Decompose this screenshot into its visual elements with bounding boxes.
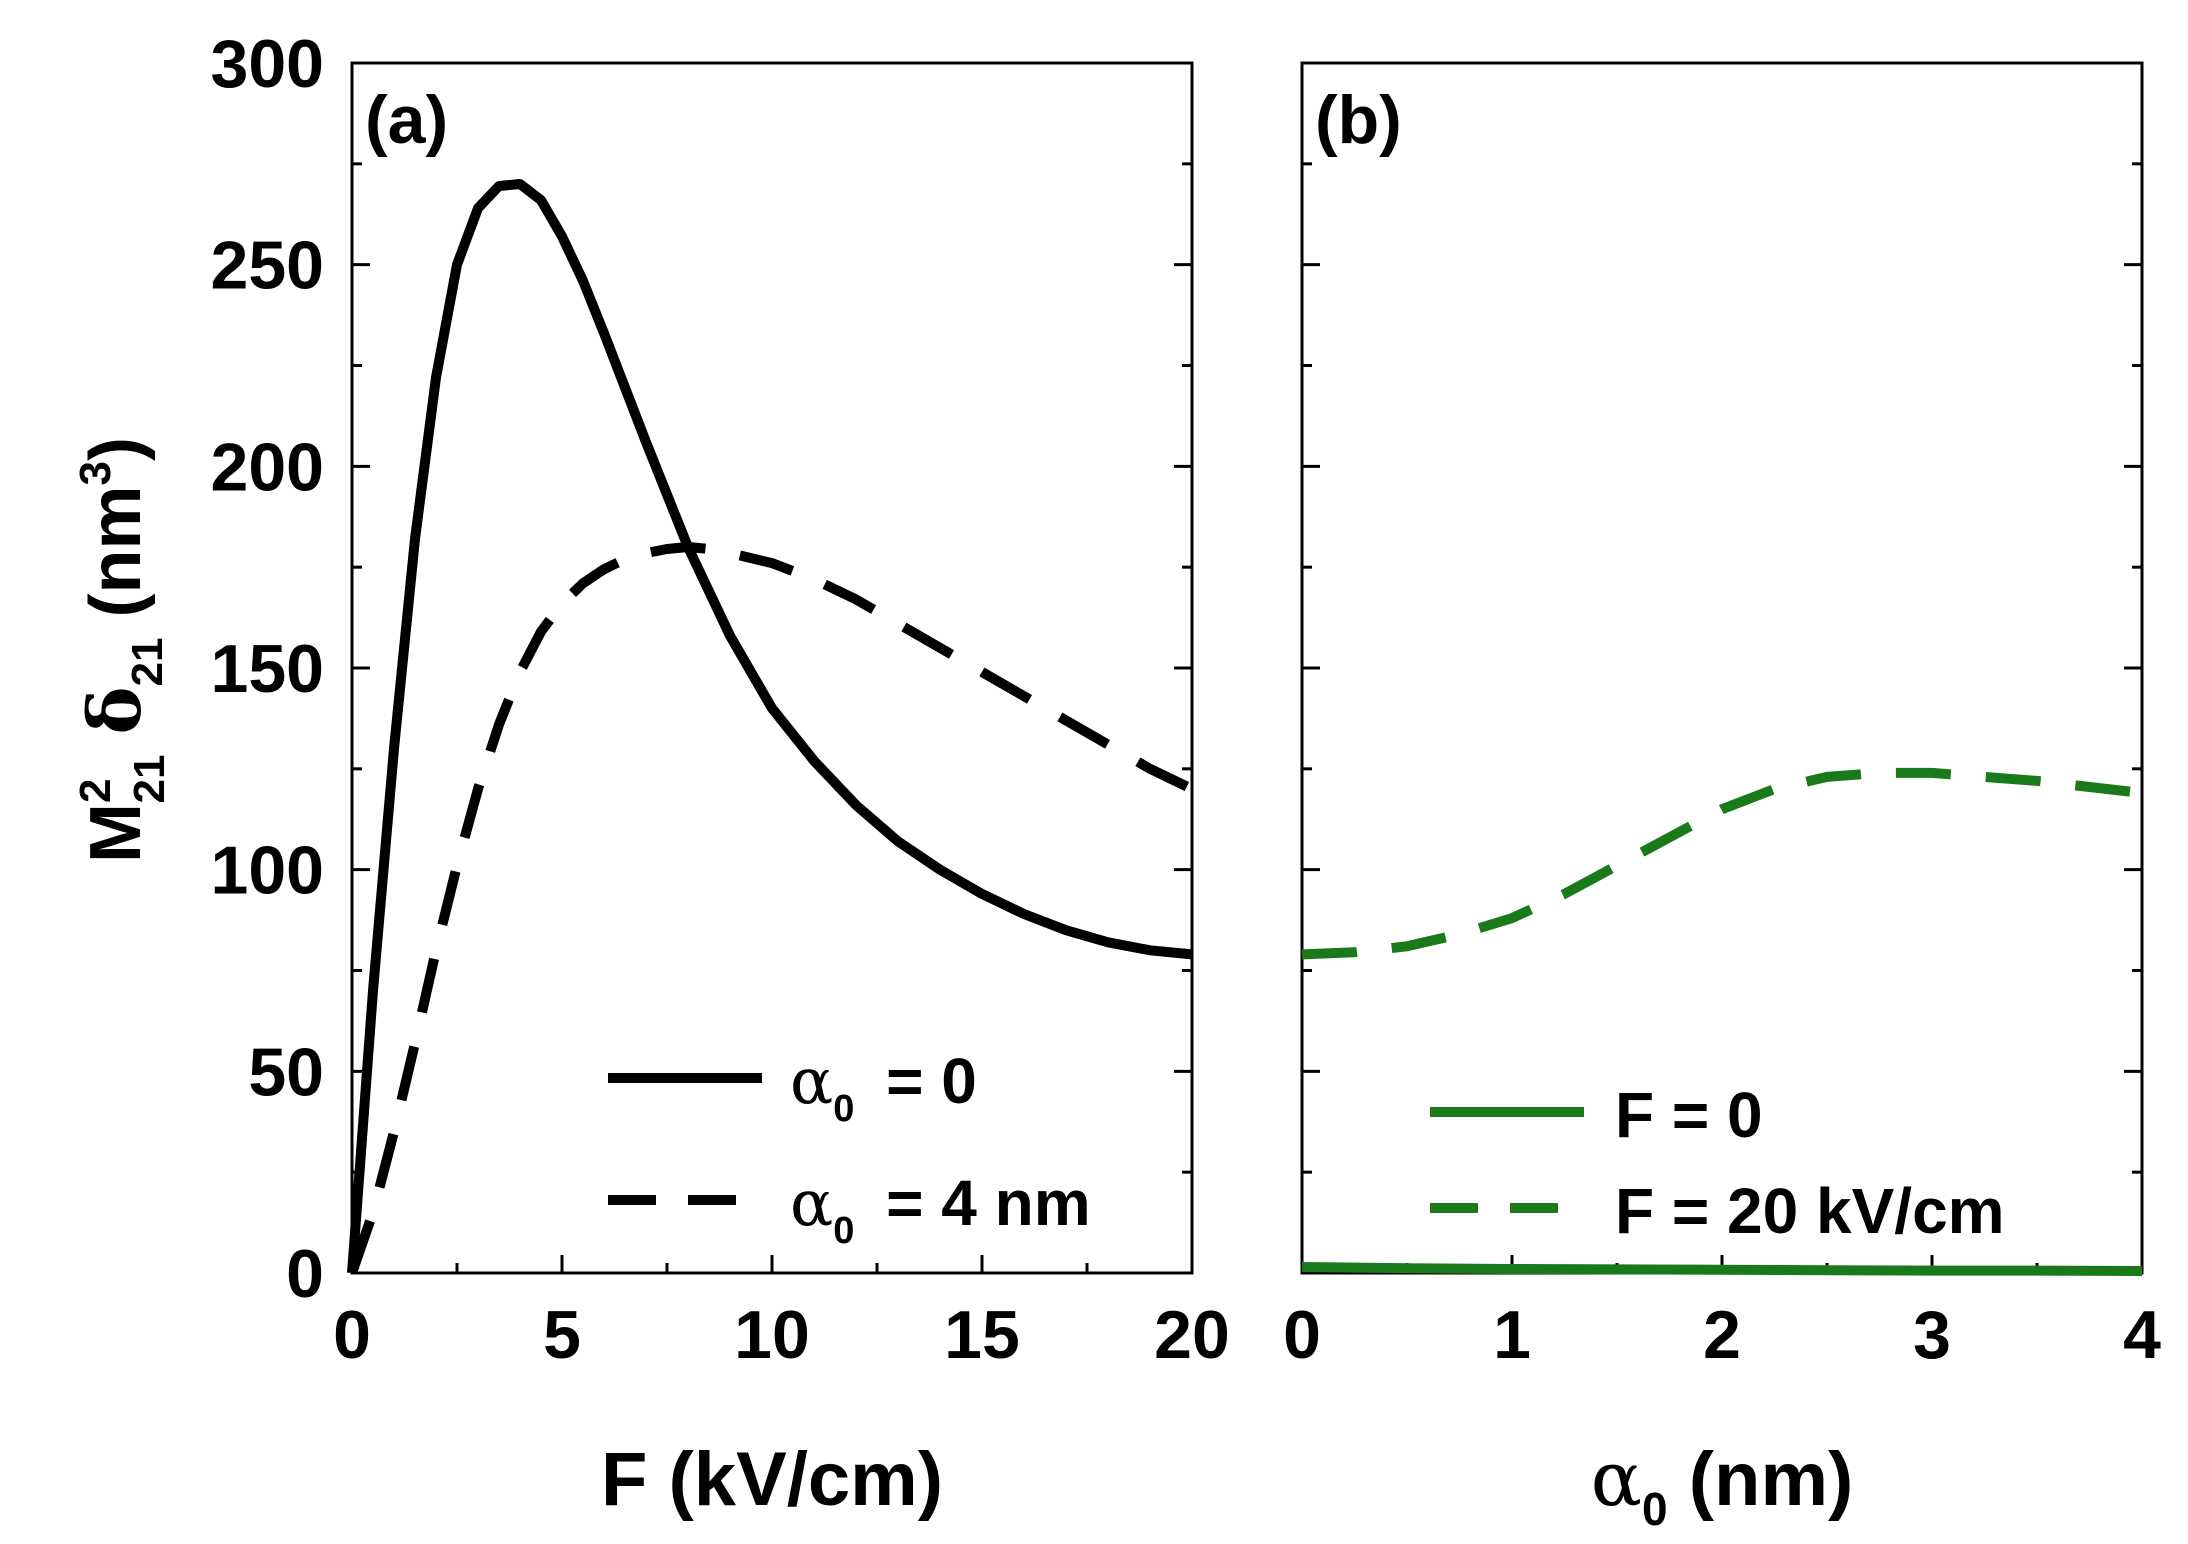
- y-label-delta-sub: 21: [123, 638, 172, 687]
- y-tick-label-0: 0: [286, 1236, 324, 1312]
- y-label-units: (nm: [76, 486, 156, 638]
- panel-b: 0 1 2 3 4 (b) α0 (nm) F = 0 F = 20 kV/cm: [1283, 61, 2161, 1535]
- y-tick-label-250: 250: [211, 228, 324, 304]
- y-tick-label-100: 100: [211, 833, 324, 909]
- panel-b-label: (b): [1315, 82, 1402, 158]
- panel-b-series: [1301, 767, 2143, 1276]
- series-line-b-0: [1301, 1262, 2143, 1276]
- legend-b-label-solid: F = 0: [1615, 1079, 1763, 1151]
- x-tick-label-b-2: 2: [1703, 1297, 1741, 1373]
- legend-a-label-solid: α0 = 0: [790, 1045, 977, 1130]
- x-tick-label-b-4: 4: [2123, 1297, 2161, 1373]
- panel-a-frame: [350, 61, 1194, 1275]
- legend-b-label-dashed: F = 20 kV/cm: [1615, 1175, 2005, 1247]
- y-label-units-sup: 3: [71, 461, 120, 485]
- y-label-delta: δ: [72, 686, 157, 734]
- series-line-a-1: [347, 542, 1195, 1275]
- panel-a: 0 50 100 150 200 250 300 0 5 10 15 20 (a) F (kV/cm)…: [211, 26, 1230, 1522]
- y-tick-label-150: 150: [211, 631, 324, 707]
- x-tick-label-a-15: 15: [944, 1297, 1020, 1373]
- x-tick-label-a-20: 20: [1154, 1297, 1230, 1373]
- panel-a-legend: α0 = 0 α0 = 4 nm: [608, 1045, 1091, 1252]
- x-tick-label-b-3: 3: [1913, 1297, 1951, 1373]
- panel-a-label: (a): [365, 82, 448, 158]
- y-label-sub: 21: [125, 755, 174, 804]
- panel-a-x-label: F (kV/cm): [601, 1437, 943, 1522]
- legend-a-label-dashed: α0 = 4 nm: [790, 1167, 1091, 1252]
- x-tick-label-b-0: 0: [1283, 1297, 1321, 1373]
- y-label-units-close: ): [76, 437, 156, 461]
- x-tick-label-a-5: 5: [543, 1297, 581, 1373]
- y-axis-label: M2 21 δ21 (nm3): [71, 437, 174, 863]
- panel-a-ticks: 0 50 100 150 200 250 300 0 5 10 15 20: [211, 26, 1230, 1373]
- panel-b-x-label: α0 (nm): [1591, 1434, 1854, 1535]
- y-label-base: M: [76, 803, 156, 863]
- x-tick-label-b-1: 1: [1493, 1297, 1531, 1373]
- series-line-b-1: [1301, 767, 2143, 960]
- x-tick-label-a-0: 0: [333, 1297, 371, 1373]
- y-tick-label-200: 200: [211, 429, 324, 505]
- x-tick-label-a-10: 10: [734, 1297, 810, 1373]
- panel-a-series: [347, 179, 1195, 1275]
- series-line-a-0: [347, 179, 1193, 1274]
- y-label-sup: 2: [71, 778, 120, 802]
- y-tick-label-300: 300: [211, 26, 324, 102]
- panel-b-legend: F = 0 F = 20 kV/cm: [1430, 1079, 2005, 1247]
- y-tick-label-50: 50: [248, 1034, 324, 1110]
